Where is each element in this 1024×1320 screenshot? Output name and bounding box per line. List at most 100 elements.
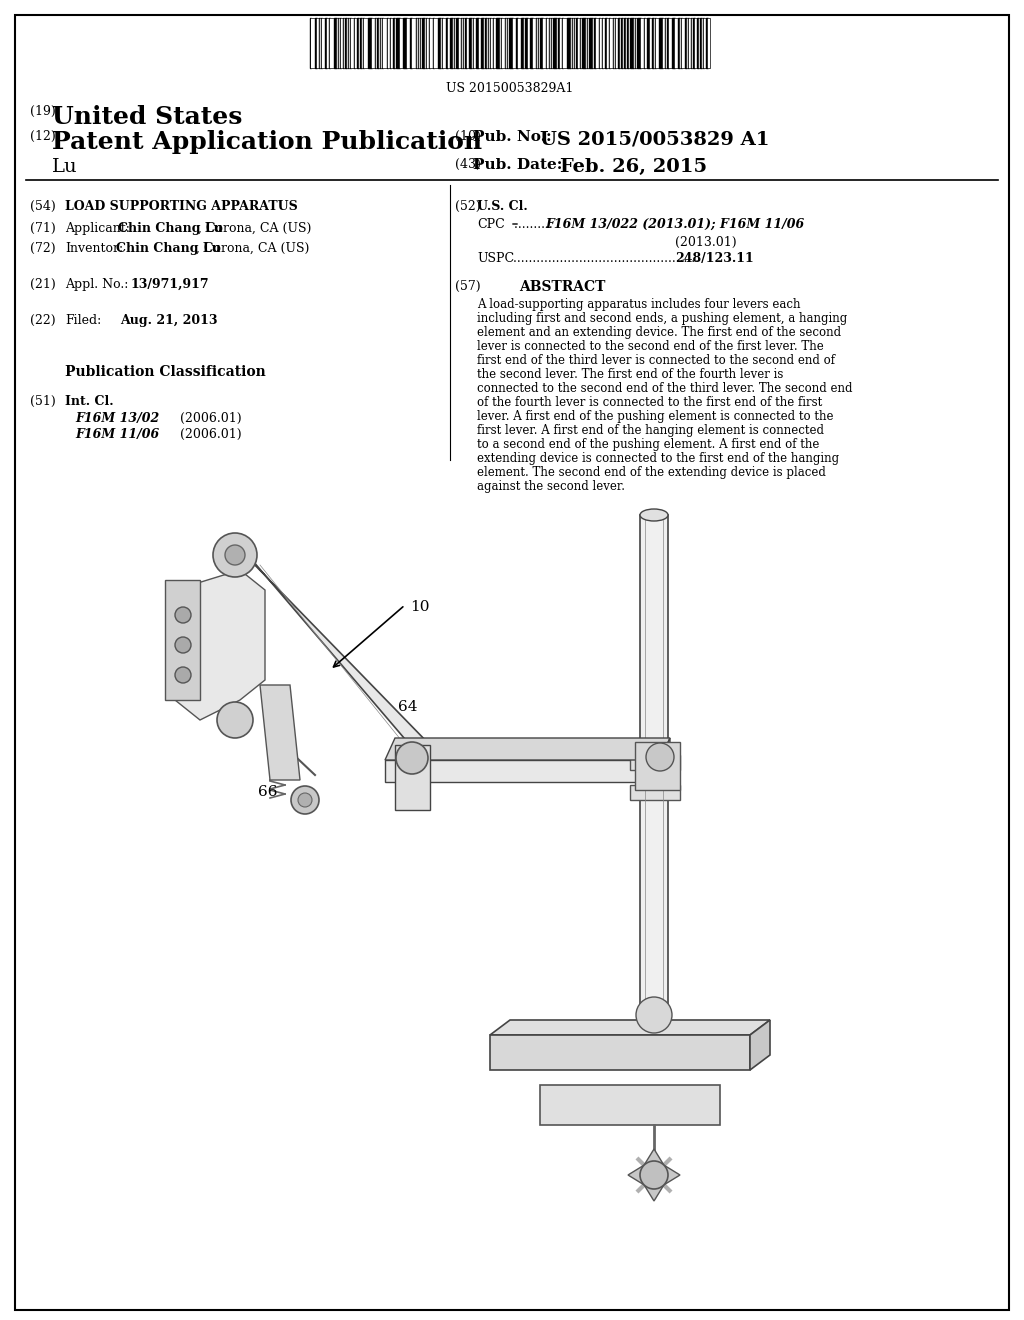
Bar [695, 18, 697, 69]
Circle shape [640, 1162, 668, 1189]
Text: the second lever. The first end of the fourth lever is: the second lever. The first end of the f… [477, 368, 783, 381]
Polygon shape [635, 742, 680, 789]
Bar [682, 18, 685, 69]
Bar [627, 18, 629, 69]
Polygon shape [165, 579, 200, 700]
Bar [400, 18, 403, 69]
Bar [467, 18, 469, 69]
Bar [355, 18, 357, 69]
Text: (12): (12) [30, 129, 55, 143]
Bar [410, 18, 412, 69]
Text: US 20150053829A1: US 20150053829A1 [446, 82, 573, 95]
Bar [388, 18, 390, 69]
Text: (19): (19) [30, 106, 55, 117]
Text: first end of the third lever is connected to the second end of: first end of the third lever is connecte… [477, 354, 835, 367]
Text: 68: 68 [278, 750, 297, 764]
Text: (2013.01): (2013.01) [675, 236, 736, 249]
Bar [325, 18, 327, 69]
Text: Appl. No.:: Appl. No.: [65, 279, 128, 290]
Text: 248/123.11: 248/123.11 [675, 252, 754, 265]
Polygon shape [750, 1020, 770, 1071]
Text: (2006.01): (2006.01) [180, 428, 242, 441]
Text: , Corona, CA (US): , Corona, CA (US) [198, 222, 311, 235]
Bar [485, 18, 487, 69]
Bar [481, 18, 484, 69]
Bar [547, 18, 549, 69]
Bar [25, 500, 999, 1300]
Bar [528, 18, 530, 69]
Bar [443, 18, 446, 69]
Bar [534, 18, 536, 69]
Bar [412, 18, 416, 69]
Bar [357, 18, 359, 69]
Bar [605, 18, 607, 69]
Text: first lever. A first end of the hanging element is connected: first lever. A first end of the hanging … [477, 424, 824, 437]
Circle shape [291, 785, 319, 814]
Bar [330, 18, 334, 69]
Bar [311, 18, 315, 69]
Bar [678, 18, 680, 69]
Bar [675, 18, 678, 69]
Bar [563, 18, 567, 69]
Text: CPC: CPC [477, 218, 505, 231]
Bar [640, 515, 668, 1049]
Bar [502, 18, 505, 69]
Polygon shape [260, 685, 300, 780]
Bar [476, 18, 479, 69]
Bar [630, 785, 680, 800]
Text: Patent Application Publication: Patent Application Publication [52, 129, 482, 154]
Bar [465, 18, 467, 69]
Text: of the fourth lever is connected to the first end of the first: of the fourth lever is connected to the … [477, 396, 822, 409]
Text: USPC: USPC [477, 252, 514, 265]
Bar [594, 18, 596, 69]
Bar [553, 18, 557, 69]
Bar [430, 18, 433, 69]
Bar [600, 18, 602, 69]
Text: Chin Chang Lu: Chin Chang Lu [116, 242, 221, 255]
Text: (72): (72) [30, 242, 55, 255]
Bar [558, 18, 560, 69]
Text: (71): (71) [30, 222, 55, 235]
Bar [575, 18, 578, 69]
Bar [474, 18, 476, 69]
Text: against the second lever.: against the second lever. [477, 480, 625, 492]
Bar [469, 18, 472, 69]
Bar [667, 18, 669, 69]
Bar [621, 18, 623, 69]
Bar [596, 18, 599, 69]
Text: F16M 13/022 (2013.01); F16M 11/06: F16M 13/022 (2013.01); F16M 11/06 [545, 218, 804, 231]
Text: (54): (54) [30, 201, 55, 213]
Bar [456, 18, 459, 69]
Bar [645, 18, 647, 69]
Bar [385, 760, 660, 781]
Bar [494, 18, 496, 69]
Text: F16M 11/06: F16M 11/06 [75, 428, 160, 441]
Bar [705, 18, 706, 69]
Bar [672, 18, 675, 69]
Bar [641, 18, 644, 69]
Bar [663, 18, 665, 69]
Text: (52): (52) [455, 201, 480, 213]
Text: Feb. 26, 2015: Feb. 26, 2015 [560, 158, 708, 176]
Bar [341, 18, 343, 69]
Bar [422, 18, 425, 69]
Text: to a second end of the pushing element. A first end of the: to a second end of the pushing element. … [477, 438, 819, 451]
Bar [616, 18, 618, 69]
Bar [650, 18, 652, 69]
Circle shape [175, 607, 191, 623]
Bar [693, 18, 695, 69]
Bar [393, 18, 395, 69]
Bar [383, 18, 387, 69]
Bar [513, 18, 516, 69]
Bar [582, 18, 586, 69]
Bar [449, 18, 450, 69]
Text: connected to the second end of the third lever. The second end: connected to the second end of the third… [477, 381, 853, 395]
Text: , Corona, CA (US): , Corona, CA (US) [196, 242, 309, 255]
Bar [322, 18, 325, 69]
Text: including first and second ends, a pushing element, a hanging: including first and second ends, a pushi… [477, 312, 847, 325]
Text: element. The second end of the extending device is placed: element. The second end of the extending… [477, 466, 826, 479]
Polygon shape [628, 1148, 680, 1201]
Bar [647, 18, 650, 69]
Circle shape [213, 533, 257, 577]
Bar [372, 18, 375, 69]
